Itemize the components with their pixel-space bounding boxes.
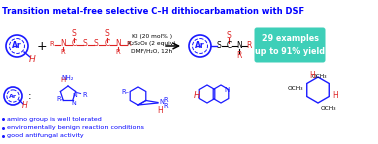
- Text: H: H: [332, 91, 338, 100]
- Text: N: N: [60, 39, 66, 49]
- Text: S: S: [227, 31, 231, 39]
- Text: 29 examples
up to 91% yield: 29 examples up to 91% yield: [255, 34, 325, 56]
- Text: R: R: [83, 92, 87, 97]
- Text: Transition metal-free selective C–H dithiocarbamation with DSF: Transition metal-free selective C–H dith…: [2, 7, 304, 16]
- Text: OCH₃: OCH₃: [321, 106, 337, 111]
- Text: Ar: Ar: [195, 41, 205, 51]
- Text: S: S: [71, 30, 76, 38]
- Text: OCH₃: OCH₃: [311, 73, 327, 78]
- Text: H: H: [61, 77, 66, 83]
- Text: +: +: [37, 39, 47, 53]
- Text: N: N: [159, 99, 164, 105]
- Text: R–: R–: [121, 89, 129, 95]
- Text: R: R: [236, 52, 242, 60]
- Text: OCH₃: OCH₃: [288, 87, 304, 91]
- Text: N: N: [236, 41, 242, 51]
- Text: R: R: [163, 96, 167, 103]
- Text: N: N: [115, 39, 121, 49]
- Text: Ar: Ar: [12, 41, 22, 51]
- Text: H: H: [157, 106, 163, 115]
- Text: N: N: [225, 87, 229, 92]
- Text: S: S: [217, 41, 222, 51]
- Text: amino group is well tolerated: amino group is well tolerated: [7, 116, 102, 122]
- Text: H: H: [22, 102, 28, 110]
- Text: NH₂: NH₂: [62, 75, 74, 81]
- Text: S: S: [94, 39, 98, 49]
- Text: S: S: [83, 39, 87, 49]
- Text: R: R: [50, 41, 54, 47]
- Text: :: :: [28, 91, 32, 101]
- Text: H: H: [194, 91, 200, 101]
- Text: R: R: [246, 41, 252, 51]
- Text: enviromentally benign reaction conditions: enviromentally benign reaction condition…: [7, 125, 144, 130]
- Text: C: C: [71, 39, 77, 49]
- Text: H: H: [29, 54, 36, 64]
- Text: KI (20 mol% )
K₂S₂O₈ (2 equiv)
DMF/H₂O, 12h: KI (20 mol% ) K₂S₂O₈ (2 equiv) DMF/H₂O, …: [128, 34, 176, 54]
- Text: H: H: [309, 72, 315, 80]
- Text: S: S: [105, 30, 109, 38]
- Text: N: N: [71, 102, 76, 106]
- Text: R–: R–: [57, 96, 65, 103]
- Text: Ar: Ar: [9, 93, 17, 98]
- Text: R: R: [163, 103, 167, 109]
- Text: C: C: [226, 41, 232, 51]
- Text: R: R: [127, 41, 132, 47]
- Text: good antifungal activity: good antifungal activity: [7, 133, 84, 139]
- Text: C: C: [104, 39, 110, 49]
- FancyBboxPatch shape: [254, 28, 325, 62]
- Text: N: N: [72, 93, 77, 97]
- Text: R: R: [60, 49, 65, 55]
- Text: R: R: [116, 49, 120, 55]
